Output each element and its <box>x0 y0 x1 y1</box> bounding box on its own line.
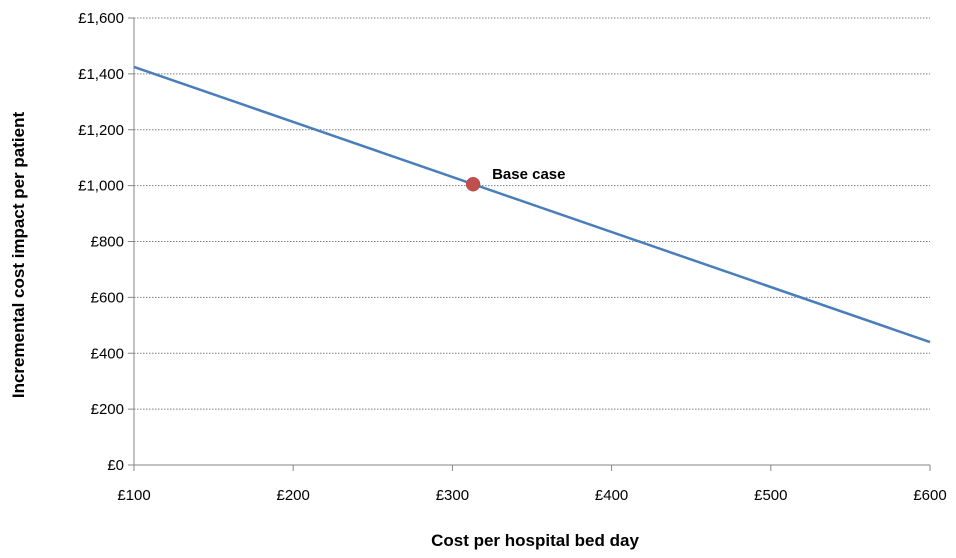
y-tick-labels: £0 £200 £400 £600 £800 £1,000 £1,200 £1,400 £1,6… <box>78 10 124 474</box>
x-tick-label: £100 <box>117 487 150 504</box>
series-line <box>133 65 931 344</box>
base-case-marker <box>465 176 481 192</box>
gridlines <box>134 17 930 410</box>
x-tick-label: £600 <box>913 487 946 504</box>
y-tick-label: £1,600 <box>78 10 124 27</box>
x-tick-label: £500 <box>754 487 787 504</box>
series-layer <box>133 65 931 344</box>
x-tick-label: £400 <box>595 487 628 504</box>
y-tick-label: £1,000 <box>78 178 124 195</box>
x-tick-label: £200 <box>277 487 310 504</box>
base-case-label: Base case <box>492 166 565 183</box>
y-tick-label: £1,400 <box>78 66 124 83</box>
y-tick-label: £800 <box>91 234 124 251</box>
y-axis-title: Incremental cost impact per patient <box>9 112 28 399</box>
axes <box>128 17 931 471</box>
y-tick-label: £200 <box>91 401 124 418</box>
y-tick-label: £400 <box>91 345 124 362</box>
y-tick-label: £0 <box>107 457 124 474</box>
x-tick-label: £300 <box>436 487 469 504</box>
x-tick-labels: £100 £200 £300 £400 £500 £600 <box>117 487 946 504</box>
y-tick-label: £600 <box>91 289 124 306</box>
y-tick-label: £1,200 <box>78 122 124 139</box>
annotation-layer: Base case <box>465 166 566 192</box>
x-axis-title: Cost per hospital bed day <box>431 531 639 550</box>
